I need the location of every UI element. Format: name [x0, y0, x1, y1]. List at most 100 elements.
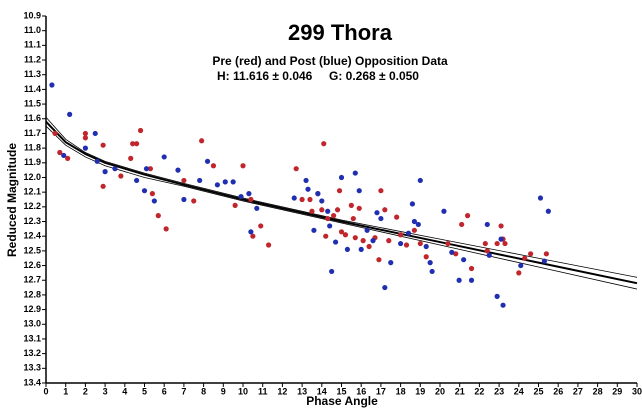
data-point	[61, 152, 67, 159]
data-point	[417, 240, 423, 247]
data-point	[214, 182, 220, 188]
x-tick-label: 28	[593, 386, 603, 396]
x-tick-label: 22	[474, 386, 484, 396]
x-tick-label: 27	[573, 386, 583, 396]
y-tick-label: 12.1	[23, 187, 41, 197]
data-point	[321, 141, 327, 147]
data-point	[427, 260, 433, 266]
data-point	[468, 265, 475, 272]
data-point	[323, 233, 329, 239]
y-tick-label: 11.2	[24, 54, 41, 64]
y-tick-label: 11.1	[24, 40, 41, 50]
data-point	[358, 246, 364, 253]
data-point	[449, 249, 455, 255]
y-tick-label: 11.5	[24, 98, 41, 108]
data-point	[336, 188, 343, 194]
data-point	[453, 251, 459, 257]
y-tick-label: 12.9	[23, 304, 41, 314]
data-point	[134, 177, 140, 184]
data-point	[350, 215, 356, 222]
data-point	[378, 215, 384, 222]
data-point	[500, 302, 506, 308]
y-tick-label: 13.3	[23, 363, 41, 373]
data-point	[445, 240, 451, 247]
data-point	[415, 221, 421, 228]
data-point	[502, 240, 508, 247]
data-point	[258, 223, 264, 229]
fit-annotation: H: 11.616 ± 0.046 G: 0.268 ± 0.050	[217, 69, 419, 83]
data-point	[486, 252, 492, 258]
x-tick-label: 15	[336, 386, 346, 396]
data-point	[382, 284, 388, 291]
data-point	[291, 195, 297, 201]
data-point	[67, 111, 73, 117]
data-point	[498, 223, 504, 229]
data-point	[344, 246, 351, 253]
data-point	[461, 257, 467, 263]
data-point	[541, 258, 548, 264]
y-tick-label: 13.4	[23, 377, 41, 387]
y-tick-label: 12.2	[23, 201, 41, 211]
x-tick-label: 30	[632, 386, 642, 396]
data-point	[403, 242, 410, 248]
y-tick-label: 11.4	[24, 84, 41, 94]
y-tick-label: 12.7	[23, 275, 41, 285]
data-point	[370, 238, 376, 244]
data-point	[356, 205, 362, 211]
data-point	[197, 177, 203, 184]
data-point	[134, 141, 140, 147]
data-point	[222, 179, 228, 185]
data-point	[327, 223, 333, 229]
x-tick-label: 20	[435, 386, 445, 396]
x-tick-label: 8	[201, 386, 206, 396]
data-point	[128, 155, 134, 161]
data-point	[429, 268, 435, 275]
chart-subtitle: Pre (red) and Post (blue) Opposition Dat…	[212, 54, 448, 68]
data-point	[299, 196, 305, 203]
data-point	[329, 268, 335, 275]
data-point	[149, 191, 155, 197]
data-point	[181, 196, 187, 203]
x-tick-label: 24	[514, 386, 524, 396]
chart-title: 299 Thora	[288, 20, 393, 45]
fit-curve	[45, 117, 638, 278]
data-point	[147, 166, 154, 172]
data-point	[305, 186, 311, 192]
data-point	[100, 183, 106, 189]
data-point	[112, 166, 118, 172]
data-point	[537, 195, 544, 201]
data-point	[155, 213, 161, 219]
data-point	[331, 213, 337, 219]
x-tick-label: 5	[142, 386, 147, 396]
x-tick-label: 4	[122, 386, 127, 396]
x-tick-label: 11	[258, 386, 268, 396]
y-tick-label: 12.5	[23, 245, 41, 255]
data-point	[82, 130, 88, 137]
data-point	[441, 208, 447, 214]
data-point	[246, 191, 252, 197]
x-tick-label: 19	[415, 386, 425, 396]
data-point	[248, 196, 254, 203]
data-point	[94, 158, 100, 164]
data-point	[293, 166, 299, 172]
data-point	[409, 201, 416, 207]
data-point	[423, 254, 429, 260]
data-point	[311, 227, 317, 233]
x-tick-label: 13	[297, 386, 307, 396]
data-point	[65, 155, 71, 161]
data-point	[376, 257, 382, 263]
data-point	[382, 207, 388, 213]
data-point	[528, 251, 534, 257]
x-tick-label: 25	[533, 386, 543, 396]
data-point	[352, 235, 358, 241]
x-tick-label: 23	[494, 386, 504, 396]
data-point	[248, 229, 254, 235]
data-point	[482, 240, 488, 247]
x-tick-label: 21	[455, 386, 465, 396]
data-point	[423, 243, 429, 250]
x-tick-label: 6	[162, 386, 167, 396]
data-point	[118, 173, 124, 179]
data-point	[388, 260, 394, 266]
x-tick-label: 12	[277, 386, 287, 396]
data-point	[543, 251, 549, 257]
